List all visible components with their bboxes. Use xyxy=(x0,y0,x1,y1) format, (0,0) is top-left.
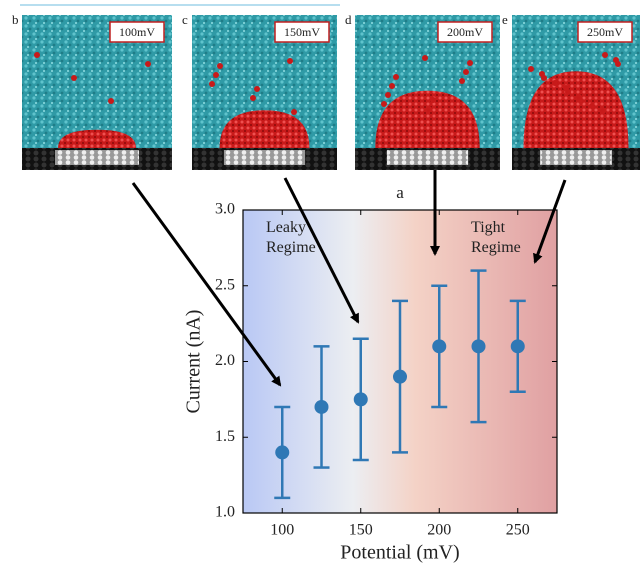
ion xyxy=(578,98,584,104)
pore-wall xyxy=(223,150,306,165)
ion xyxy=(217,63,223,69)
panel-letter: e xyxy=(502,12,508,27)
ion xyxy=(381,101,387,107)
data-point xyxy=(471,339,486,354)
tag-box xyxy=(577,21,633,43)
ion xyxy=(615,61,621,67)
panel-letter: d xyxy=(345,12,352,27)
ion xyxy=(291,109,297,115)
arrows xyxy=(131,170,567,387)
ion xyxy=(541,75,547,81)
arrow xyxy=(283,177,360,324)
ion-cluster xyxy=(523,71,629,148)
ion xyxy=(552,80,558,86)
data-point xyxy=(432,339,447,354)
ion xyxy=(600,108,606,114)
x-tick-label: 200 xyxy=(427,522,451,539)
arrow xyxy=(131,182,282,387)
pore-wall xyxy=(386,150,469,165)
chart: a 1.0 1.5 2.0 2.5 3.0 100 150 200 250 Potential (m… xyxy=(183,183,558,564)
ion xyxy=(254,86,260,92)
ion xyxy=(393,74,399,80)
data-point xyxy=(510,339,525,354)
ion-cluster xyxy=(219,110,310,148)
data-point xyxy=(275,445,290,460)
y-tick-label: 3.0 xyxy=(215,201,235,218)
y-tick-label: 2.0 xyxy=(215,352,235,369)
panels: b 100mV c 150mV d 200mV e 250mV xyxy=(12,12,640,170)
annotation: Leaky Regime xyxy=(266,219,316,256)
ion xyxy=(250,95,256,101)
voltage-tag: 250mV xyxy=(587,25,623,39)
ion xyxy=(389,83,395,89)
ion-cluster xyxy=(375,90,480,148)
y-tick-label: 1.0 xyxy=(215,504,235,521)
ion xyxy=(108,98,114,104)
ion xyxy=(565,89,571,95)
tag-box xyxy=(437,21,493,43)
panel-letter: b xyxy=(12,12,19,27)
arrow xyxy=(533,179,567,264)
plot-frame xyxy=(242,209,558,514)
voltage-tag: 150mV xyxy=(284,25,320,39)
ion xyxy=(422,55,428,61)
x-tick-label: 150 xyxy=(349,522,373,539)
tag-box xyxy=(109,21,165,43)
pore-wall xyxy=(55,150,139,165)
x-tick-label: 250 xyxy=(506,522,530,539)
voltage-tag: 100mV xyxy=(119,25,155,39)
ion xyxy=(467,60,473,66)
pore-wall xyxy=(540,150,612,165)
ion xyxy=(287,58,293,64)
ion xyxy=(463,69,469,75)
ion xyxy=(459,78,465,84)
x-axis-label: Potential (mV) xyxy=(340,542,459,564)
voltage-tag: 200mV xyxy=(447,25,483,39)
x-tick-label: 100 xyxy=(270,522,294,539)
ion xyxy=(430,97,436,103)
ion xyxy=(426,106,432,112)
ion xyxy=(213,72,219,78)
ion xyxy=(71,75,77,81)
data-point xyxy=(314,399,329,414)
annotation: Tight Regime xyxy=(471,219,521,256)
data-point xyxy=(353,392,368,407)
ion xyxy=(34,52,40,58)
ion xyxy=(602,52,608,58)
y-tick-label: 1.5 xyxy=(215,428,235,445)
ion xyxy=(209,81,215,87)
tag-box xyxy=(274,21,330,43)
y-axis-label: Current (nA) xyxy=(183,310,205,414)
ion-cluster xyxy=(58,129,136,148)
y-tick-label: 2.5 xyxy=(215,276,235,293)
panel-letter: c xyxy=(182,12,188,27)
ion xyxy=(528,66,534,72)
chart-title: a xyxy=(396,183,404,202)
ion xyxy=(385,92,391,98)
ion xyxy=(589,103,595,109)
ion xyxy=(145,61,151,67)
data-point xyxy=(393,369,407,384)
